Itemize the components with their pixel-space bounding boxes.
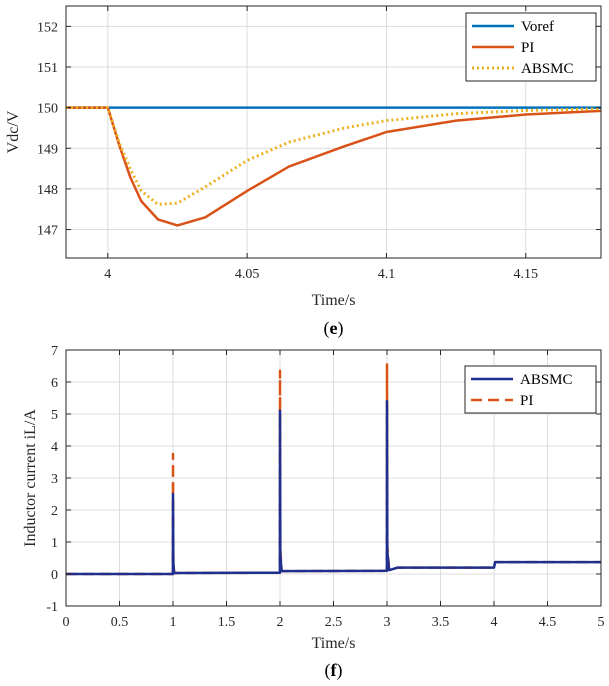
y-tick-label: 147 xyxy=(37,224,58,239)
x-tick-label: 1 xyxy=(170,615,177,630)
x-tick-label: 4.1 xyxy=(378,267,396,282)
x-tick-label: 1.5 xyxy=(218,615,236,630)
x-tick-label: 4.15 xyxy=(514,267,539,282)
chart-panel-e: 4 4.05 4.1 4.15 147 148 149 150 151 152 Time/s Vdc/… xyxy=(5,5,602,339)
y-tick-label: 2 xyxy=(51,504,58,519)
legend-box xyxy=(464,365,597,414)
chart-panel-f: 0 0.5 1 1.5 2 2.5 3 3.5 4 4.5 5 -1 0 1 2 3 4 5 6 7 Time/s Ind… xyxy=(22,344,605,681)
x-tick-label: 2 xyxy=(277,615,284,630)
y-tick-label: 3 xyxy=(51,472,58,487)
x-tick-label: 5 xyxy=(598,615,605,630)
x-tick-label: 0.5 xyxy=(111,615,129,630)
y-tick-label: -1 xyxy=(46,600,58,615)
y-tick-label: 0 xyxy=(51,568,58,583)
x-tick-label: 4 xyxy=(491,615,498,630)
axes-box xyxy=(65,5,602,259)
x-tick-label: 4 xyxy=(104,267,111,282)
panel-label: (f) xyxy=(325,660,343,681)
panel-label-letter: e xyxy=(330,318,338,338)
y-tick-label: 149 xyxy=(37,142,58,157)
x-axis-label: Time/s xyxy=(312,635,356,652)
y-tick-label: 151 xyxy=(37,61,58,76)
y-tick-label: 6 xyxy=(51,376,58,391)
series-line-absmc xyxy=(66,106,601,206)
panel-label-close: ) xyxy=(338,318,344,339)
panel-label-open: ( xyxy=(325,660,331,681)
legend-entry-voref: Voref xyxy=(521,19,554,35)
y-tick-label: 148 xyxy=(37,183,58,198)
y-tick-label: 5 xyxy=(51,408,58,423)
panel-label-letter: f xyxy=(331,660,338,680)
legend-entry-absmc: ABSMC xyxy=(520,372,573,388)
series-line-pi xyxy=(66,106,601,227)
x-tick-label: 3.5 xyxy=(432,615,450,630)
x-tick-label: 2.5 xyxy=(325,615,343,630)
panel-label: (e) xyxy=(324,318,344,339)
x-tick-label: 4.5 xyxy=(539,615,557,630)
y-tick-label: 4 xyxy=(51,440,58,455)
series-line-absmc xyxy=(66,399,601,576)
y-tick-label: 150 xyxy=(37,102,58,117)
x-axis-label: Time/s xyxy=(312,292,356,309)
panel-label-open: ( xyxy=(324,318,330,339)
legend-entry-pi: PI xyxy=(520,393,533,409)
x-tick-label: 0 xyxy=(63,615,70,630)
legend-entry-absmc: ABSMC xyxy=(521,61,574,77)
y-axis-label: Vdc/V xyxy=(5,110,22,153)
legend-entry-pi: PI xyxy=(521,40,534,56)
panel-label-close: ) xyxy=(337,660,343,681)
x-tick-label: 3 xyxy=(384,615,391,630)
y-axis-label: Inductor current iL/A xyxy=(22,409,39,547)
y-tick-label: 152 xyxy=(37,20,58,35)
x-tick-label: 4.05 xyxy=(235,267,260,282)
y-tick-label: 1 xyxy=(51,536,58,551)
y-tick-label: 7 xyxy=(51,344,58,359)
